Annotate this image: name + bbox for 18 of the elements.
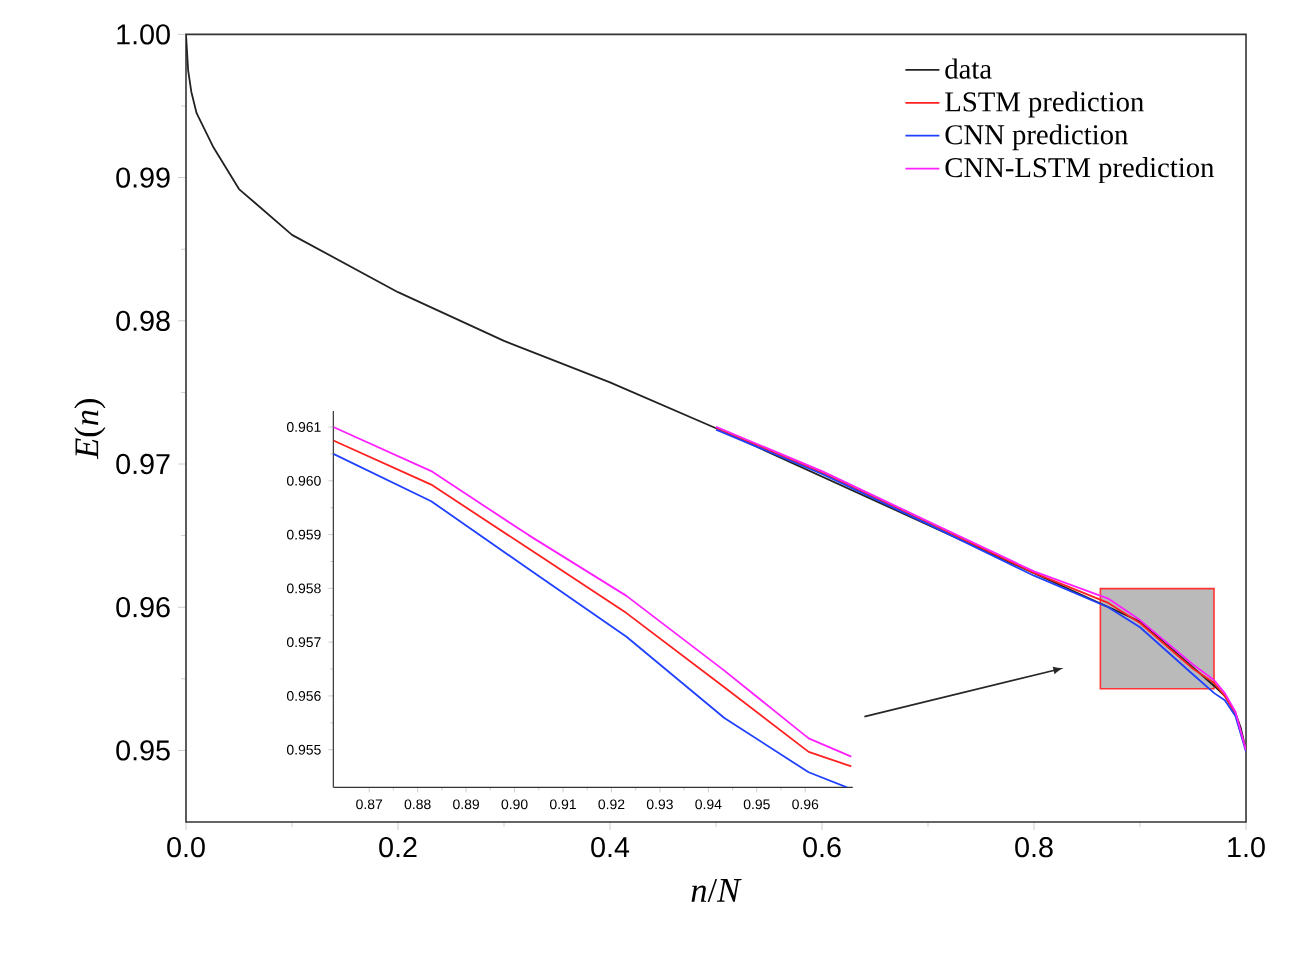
y-axis-title: E(n) (74, 399, 106, 460)
y-tick-label: 0.98 (116, 310, 170, 331)
y-tick-label: 0.97 (116, 453, 170, 475)
x-tick-label: 0.0 (167, 837, 205, 858)
x-tick-label: 1.0 (1228, 837, 1265, 858)
y-tick-label: 0.99 (116, 167, 170, 188)
y-tick-label: 0.96 (116, 597, 170, 618)
x-tick-label: 0.4 (591, 837, 630, 858)
x-tick-label: 0.6 (803, 837, 841, 858)
x-axis-title: n/N (691, 878, 742, 903)
legend-label: LSTM prediction (945, 91, 1144, 118)
y-tick-label: 1.00 (117, 24, 170, 45)
legend-label: CNN-LSTM prediction (945, 157, 1215, 184)
y-tick-label: 0.95 (116, 740, 170, 761)
legend-label: CNN prediction (945, 124, 1128, 151)
x-tick-label: 0.8 (1015, 837, 1053, 858)
legend-label: data (945, 58, 992, 79)
x-tick-label: 0.2 (379, 837, 417, 858)
